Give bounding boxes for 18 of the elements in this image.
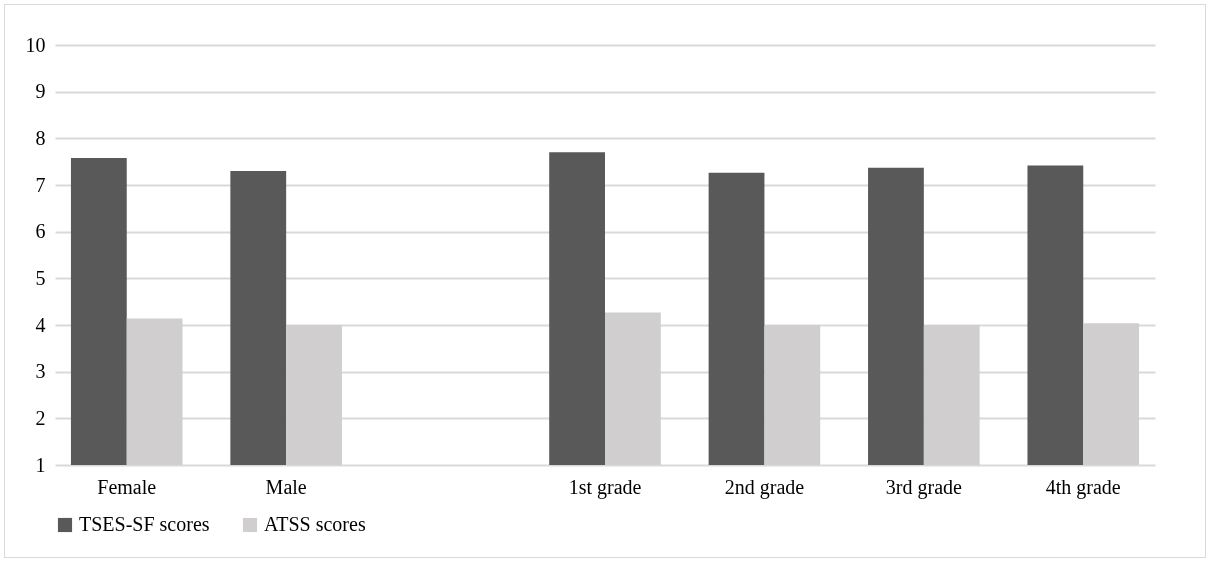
y-tick-label: 8 — [35, 126, 46, 149]
x-tick-label: Female — [97, 475, 157, 498]
y-tick-label: 6 — [35, 220, 46, 243]
y-tick-label: 2 — [35, 406, 46, 429]
x-tick-label: 1st grade — [568, 475, 642, 499]
y-tick-label: 10 — [25, 33, 46, 56]
legend-label: TSES-SF scores — [79, 513, 210, 535]
y-tick-label: 1 — [35, 453, 46, 476]
y-tick-label: 7 — [35, 173, 46, 196]
x-tick-label: 4th grade — [1045, 475, 1121, 499]
y-tick-label: 4 — [35, 313, 46, 336]
y-tick-label: 9 — [35, 80, 46, 103]
x-tick-label: Male — [265, 475, 307, 498]
x-tick-label: 3rd grade — [885, 475, 962, 499]
x-tick-label: 2nd grade — [724, 475, 805, 499]
y-tick-label: 3 — [35, 360, 46, 383]
y-tick-label: 5 — [35, 266, 46, 289]
legend-label: ATSS scores — [264, 513, 366, 535]
